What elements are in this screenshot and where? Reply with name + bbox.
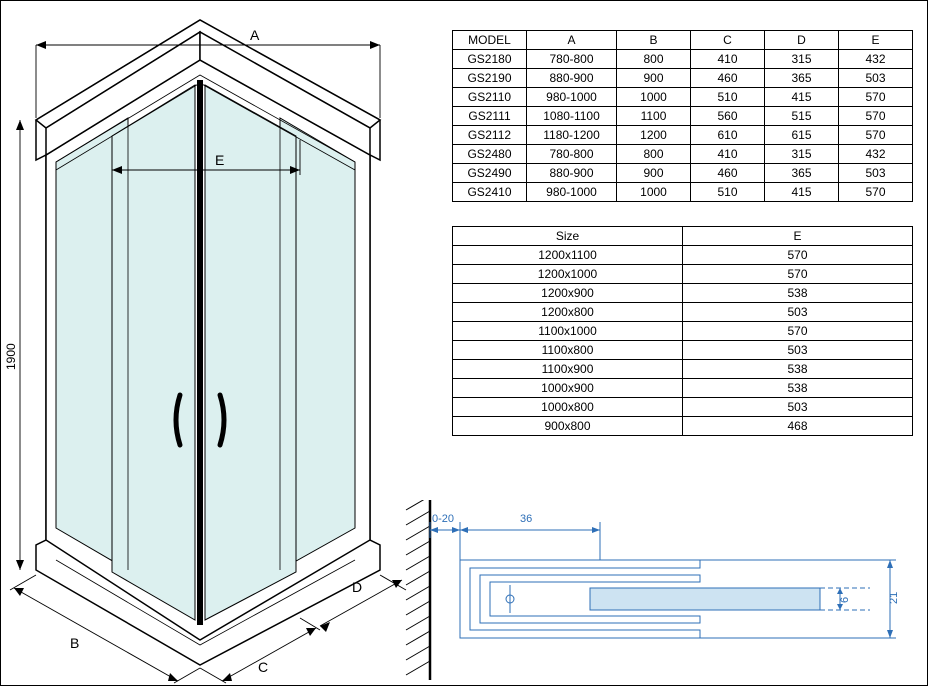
gap-label: 0-20 bbox=[432, 513, 454, 525]
table-row: 1100x1000570 bbox=[453, 322, 913, 341]
dim-height-arrT bbox=[16, 120, 24, 130]
table-row: 1200x1100570 bbox=[453, 246, 913, 265]
dim-C-arr2 bbox=[306, 628, 316, 636]
glass-left-slider bbox=[112, 85, 195, 620]
table-row: GS2190880-900900460365503 bbox=[453, 69, 913, 88]
table-row: GS2490880-900900460365503 bbox=[453, 164, 913, 183]
glass-section bbox=[590, 588, 820, 610]
model-col-A: A bbox=[527, 31, 617, 50]
dim-A-arrR bbox=[370, 41, 380, 49]
table-row: GS21121180-12001200610615570 bbox=[453, 126, 913, 145]
size-table-header-row: SizeE bbox=[453, 227, 913, 246]
table-row: GS21111080-11001100560515570 bbox=[453, 107, 913, 126]
model-table-header-row: MODELABCDE bbox=[453, 31, 913, 50]
table-row: GS2180780-800800410315432 bbox=[453, 50, 913, 69]
profile-detail-diagram: 0-20 36 21 6 bbox=[400, 500, 920, 680]
dim-height-arrB bbox=[16, 560, 24, 570]
model-col-C: C bbox=[691, 31, 765, 50]
dim-C-label: C bbox=[258, 659, 268, 675]
table-row: 1200x800503 bbox=[453, 303, 913, 322]
shower-isometric-diagram: A E 1900 B C D bbox=[0, 0, 440, 686]
table-row: 1200x900538 bbox=[453, 284, 913, 303]
table-row: 1200x1000570 bbox=[453, 265, 913, 284]
table-row: GS2410980-10001000510415570 bbox=[453, 183, 913, 202]
dim6-label: 6 bbox=[839, 597, 851, 603]
model-col-D: D bbox=[765, 31, 839, 50]
table-row: GS2480780-800800410315432 bbox=[453, 145, 913, 164]
dim-B-arr1 bbox=[14, 588, 24, 596]
model-table: MODELABCDE GS2180780-800800410315432GS21… bbox=[452, 30, 913, 202]
size-table: SizeE 1200x11005701200x10005701200x90053… bbox=[452, 226, 913, 436]
table-row: 900x800468 bbox=[453, 417, 913, 436]
wall-hatch bbox=[406, 500, 430, 680]
model-col-E: E bbox=[839, 31, 913, 50]
dim36-label: 36 bbox=[520, 513, 532, 525]
dim-E-label: E bbox=[215, 152, 224, 168]
dim-B-label: B bbox=[70, 635, 79, 651]
model-col-B: B bbox=[617, 31, 691, 50]
size-col-Size: Size bbox=[453, 227, 683, 246]
model-col-MODEL: MODEL bbox=[453, 31, 527, 50]
table-row: GS2110980-10001000510415570 bbox=[453, 88, 913, 107]
size-col-E: E bbox=[683, 227, 913, 246]
dim-A-label: A bbox=[250, 27, 260, 43]
corner-profile bbox=[197, 80, 203, 625]
dim-D-label: D bbox=[352, 579, 362, 595]
dim-C-arr1 bbox=[222, 673, 232, 681]
table-row: 1000x900538 bbox=[453, 379, 913, 398]
table-row: 1100x900538 bbox=[453, 360, 913, 379]
dim-height-label: 1900 bbox=[4, 343, 18, 370]
dim21-label: 21 bbox=[888, 592, 900, 604]
dim-B-ext1 bbox=[10, 575, 36, 590]
table-row: 1100x800503 bbox=[453, 341, 913, 360]
dim-B-arr2 bbox=[168, 673, 178, 681]
dim-A-arrL bbox=[36, 41, 46, 49]
table-row: 1000x800503 bbox=[453, 398, 913, 417]
